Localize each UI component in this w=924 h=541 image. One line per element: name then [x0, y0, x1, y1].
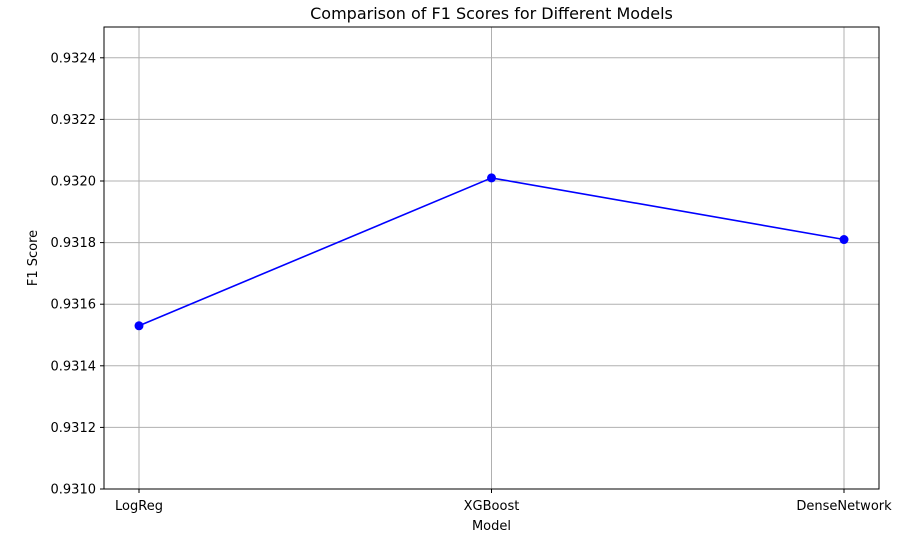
x-tick-label: XGBoost	[464, 499, 520, 514]
data-point-densenetwork	[839, 235, 849, 245]
y-tick-label: 0.9314	[51, 359, 97, 374]
y-axis-title: F1 Score	[26, 230, 41, 286]
y-tick-label: 0.9320	[51, 175, 97, 190]
data-point-logreg	[134, 321, 144, 331]
data-point-xgboost	[487, 173, 496, 183]
y-tick-label: 0.9316	[51, 298, 97, 313]
y-tick-label: 0.9318	[51, 236, 97, 251]
y-tick-label: 0.9324	[51, 51, 97, 66]
y-tick-label: 0.9312	[51, 421, 97, 436]
y-tick-label: 0.9322	[51, 113, 97, 128]
grid-lines	[104, 27, 879, 489]
y-tick-label: 0.9310	[51, 483, 97, 498]
x-axis-title: Model	[472, 519, 511, 534]
x-axis-ticks: LogReg XGBoost DenseNetwork	[115, 489, 892, 514]
x-tick-label: LogReg	[115, 499, 163, 514]
series-group	[134, 173, 849, 331]
chart-title: Comparison of F1 Scores for Different Mo…	[310, 4, 673, 23]
y-axis-ticks: 0.9310 0.9312 0.9314 0.9316 0.9318 0.9320 0.93…	[51, 51, 104, 498]
x-tick-label: DenseNetwork	[796, 499, 892, 514]
